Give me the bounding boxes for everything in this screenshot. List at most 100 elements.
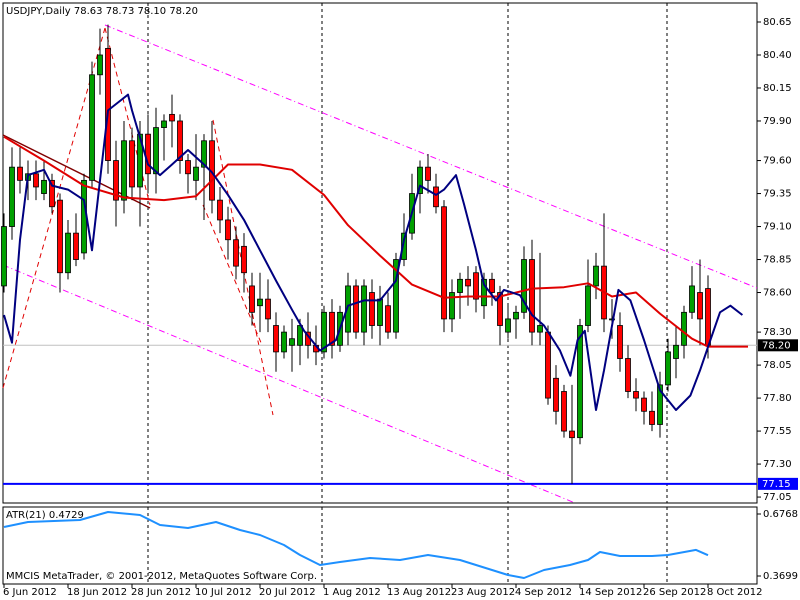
candle-body: [97, 54, 103, 76]
candle-body: [577, 325, 583, 439]
x-tick-label: 8 Oct 2012: [707, 587, 762, 598]
candle-body: [161, 120, 167, 128]
y-tick-label: 78.05: [763, 360, 792, 371]
candle-body: [113, 160, 119, 201]
indicator-line: [3, 135, 748, 348]
candle-body: [73, 232, 79, 260]
candle-body: [257, 298, 263, 307]
y-tick-label: 0.6768: [763, 509, 798, 520]
candle-body: [377, 298, 383, 326]
indicator-title: ATR(21) 0.4729: [6, 510, 84, 521]
x-tick-label: 13 Aug 2012: [387, 587, 451, 598]
candle-body: [425, 166, 431, 181]
candle-body: [17, 166, 23, 181]
y-tick-label: 78.85: [763, 255, 792, 266]
y-tick-label: 78.30: [763, 327, 792, 338]
y-tick-label: 77.80: [763, 393, 792, 404]
candle-body: [57, 199, 63, 274]
candle-body: [505, 318, 511, 333]
y-tick-label: 77.55: [763, 426, 792, 437]
candle-body: [433, 186, 439, 208]
candle-body: [249, 285, 255, 313]
candle-body: [241, 245, 247, 274]
y-tick-label: 79.60: [763, 156, 792, 167]
candle-body: [649, 410, 655, 425]
candle-body: [537, 325, 543, 333]
candle-body: [361, 285, 367, 333]
candle-body: [185, 160, 191, 175]
candle-body: [593, 265, 599, 287]
fan-line: [104, 27, 151, 206]
candle-body: [697, 292, 703, 320]
candle-body: [457, 278, 463, 293]
candle-body: [417, 166, 423, 194]
candle-body: [473, 272, 479, 300]
price-label-box: [758, 339, 798, 352]
candle-body: [393, 259, 399, 333]
candle-body: [641, 397, 647, 412]
candle-body: [33, 173, 39, 188]
candle-body: [153, 127, 159, 175]
y-tick-label: 0.3699: [763, 571, 798, 582]
candle-body: [545, 331, 551, 399]
candle-body: [41, 179, 47, 194]
x-tick-label: 10 Jul 2012: [195, 587, 252, 598]
x-tick-label: 20 Jul 2012: [259, 587, 316, 598]
candle-body: [569, 430, 575, 439]
channel-line: [2, 264, 576, 504]
indicator-line: [3, 511, 709, 579]
candle-body: [9, 166, 15, 227]
candle-body: [673, 344, 679, 359]
y-tick-label: 80.65: [763, 17, 792, 28]
x-tick-label: 28 Jun 2012: [131, 587, 191, 598]
y-tick-label: 80.15: [763, 83, 792, 94]
candle-body: [121, 140, 127, 201]
x-tick-label: 23 Aug 2012: [451, 587, 515, 598]
candle-body: [49, 179, 55, 208]
atr-panel: [2, 506, 758, 585]
channel-line: [104, 24, 758, 289]
x-tick-label: 4 Sep 2012: [515, 587, 572, 598]
candle-body: [201, 140, 207, 168]
candle-body: [497, 292, 503, 326]
candle-body: [657, 384, 663, 425]
candle-body: [193, 166, 199, 181]
y-tick-label: 78.60: [763, 288, 792, 299]
y-tick-label: 79.10: [763, 222, 792, 233]
candle-body: [233, 239, 239, 267]
candle-body: [689, 285, 695, 313]
candle-body: [585, 285, 591, 326]
candle-body: [553, 377, 559, 412]
candle-body: [289, 338, 295, 346]
candle-body: [345, 285, 351, 333]
candle-body: [561, 391, 567, 432]
candle-body: [681, 311, 687, 346]
indicator-line: [3, 93, 744, 411]
candle-body: [665, 351, 671, 386]
candle-body: [369, 292, 375, 326]
candle-body: [609, 318, 615, 321]
price-label: 77.15: [762, 479, 791, 490]
candle-body: [321, 311, 327, 353]
candle-body: [1, 226, 7, 287]
copyright: MMCIS MetaTrader, © 2001-2012, MetaQuote…: [6, 571, 317, 582]
y-tick-label: 79.35: [763, 189, 792, 200]
candle-body: [129, 140, 135, 188]
x-tick-label: 26 Sep 2012: [643, 587, 706, 598]
candle-body: [273, 325, 279, 353]
candle-body: [441, 206, 447, 320]
price-label: 78.20: [762, 340, 791, 351]
y-tick-label: 77.30: [763, 459, 792, 470]
candle-body: [401, 232, 407, 260]
candle-body: [329, 311, 335, 346]
chart-title: USDJPY,Daily 78.63 78.73 78.10 78.20: [6, 6, 198, 17]
candle-body: [169, 113, 175, 122]
y-tick-label: 77.05: [763, 492, 792, 503]
x-tick-label: 14 Sep 2012: [579, 587, 642, 598]
candle-body: [281, 331, 287, 353]
candle-body: [65, 232, 71, 274]
candle-body: [705, 288, 711, 346]
x-tick-label: 6 Jun 2012: [3, 587, 57, 598]
candle-body: [449, 292, 455, 320]
